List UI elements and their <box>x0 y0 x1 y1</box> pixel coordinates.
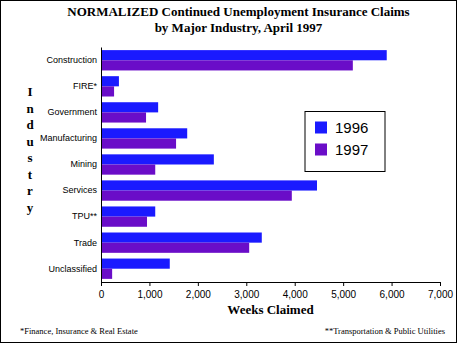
y-tick: Trade <box>74 238 101 248</box>
y-tick-label: FIRE* <box>73 81 98 91</box>
x-tick-mark <box>149 282 150 286</box>
x-tick-mark <box>295 282 296 286</box>
x-tick: 7,000 <box>428 282 453 300</box>
x-tick-label: 0 <box>99 289 105 300</box>
bar <box>101 243 249 253</box>
bar <box>101 76 119 86</box>
bar <box>101 102 158 112</box>
x-tick: 0 <box>99 282 105 300</box>
bar <box>101 217 147 227</box>
y-tick: Unclassified <box>48 264 101 274</box>
x-tick-label: 6,000 <box>380 289 405 300</box>
y-tick-label: Trade <box>74 238 97 248</box>
y-tick: Manufacturing <box>40 133 101 143</box>
x-tick-mark <box>343 282 344 286</box>
x-tick: 3,000 <box>234 282 259 300</box>
y-axis: Construction FIRE* Government Manufacturing… <box>40 48 102 283</box>
x-tick: 1,000 <box>137 282 162 300</box>
y-axis-line <box>101 48 102 283</box>
x-axis: 0 1,000 2,000 3,000 4,000 5,000 6,000 7,000 <box>99 282 454 300</box>
legend-swatch <box>315 122 327 134</box>
bar <box>101 259 170 269</box>
y-tick: Services <box>62 185 101 195</box>
footnote: *Finance, Insurance & Real Estate <box>20 326 138 336</box>
x-tick-mark <box>101 282 102 286</box>
y-tick-label: Construction <box>46 55 97 65</box>
x-tick-mark <box>440 282 441 286</box>
y-tick-label: Services <box>62 185 97 195</box>
y-tick: Mining <box>70 159 101 169</box>
x-tick: 4,000 <box>283 282 308 300</box>
x-tick-label: 2,000 <box>186 289 211 300</box>
background <box>1 1 457 343</box>
bar <box>101 269 112 279</box>
y-tick-label: Manufacturing <box>40 133 97 143</box>
x-tick-label: 4,000 <box>283 289 308 300</box>
bar <box>101 138 176 148</box>
x-tick-mark <box>246 282 247 286</box>
y-tick-label: Unclassified <box>48 264 97 274</box>
x-tick: 6,000 <box>380 282 405 300</box>
bar <box>101 232 262 242</box>
bar <box>101 50 387 60</box>
bar <box>101 128 187 138</box>
bar <box>101 191 292 201</box>
x-tick-mark <box>392 282 393 286</box>
y-tick-label: Mining <box>70 159 97 169</box>
y-tick: FIRE* <box>73 81 101 91</box>
bar <box>101 112 146 122</box>
x-tick-label: 3,000 <box>234 289 259 300</box>
legend-swatch <box>315 144 327 156</box>
x-tick-mark <box>198 282 199 286</box>
y-axis-title: Industry <box>26 84 34 215</box>
x-axis-line <box>102 283 441 287</box>
bar <box>101 206 155 216</box>
y-tick: Government <box>47 107 101 117</box>
footnote: **Transportation & Public Utilities <box>325 326 445 336</box>
y-tick-label: Government <box>47 107 97 117</box>
bar <box>101 180 317 190</box>
bar <box>101 154 214 164</box>
subtitle: by Major Industry, April 1997 <box>155 20 323 35</box>
y-tick: TPU** <box>72 211 101 221</box>
x-tick: 2,000 <box>186 282 211 300</box>
legend-box <box>305 112 385 172</box>
bars <box>101 50 387 279</box>
legend-label: 1996 <box>335 119 368 136</box>
chart: NORMALIZED Continued Unemployment Insura… <box>0 0 457 343</box>
x-tick-label: 5,000 <box>331 289 356 300</box>
bar <box>101 165 155 175</box>
title: NORMALIZED Continued Unemployment Insura… <box>67 4 409 19</box>
x-tick-label: 1,000 <box>137 289 162 300</box>
bar <box>101 86 114 96</box>
y-tick-label: TPU** <box>72 211 98 221</box>
bar <box>101 60 353 70</box>
legend: 1996 1997 <box>305 112 385 172</box>
x-tick-label: 7,000 <box>428 289 453 300</box>
legend-label: 1997 <box>335 141 368 158</box>
x-tick: 5,000 <box>331 282 356 300</box>
y-tick: Construction <box>46 55 101 65</box>
x-axis-title: Weeks Claimed <box>227 302 314 317</box>
